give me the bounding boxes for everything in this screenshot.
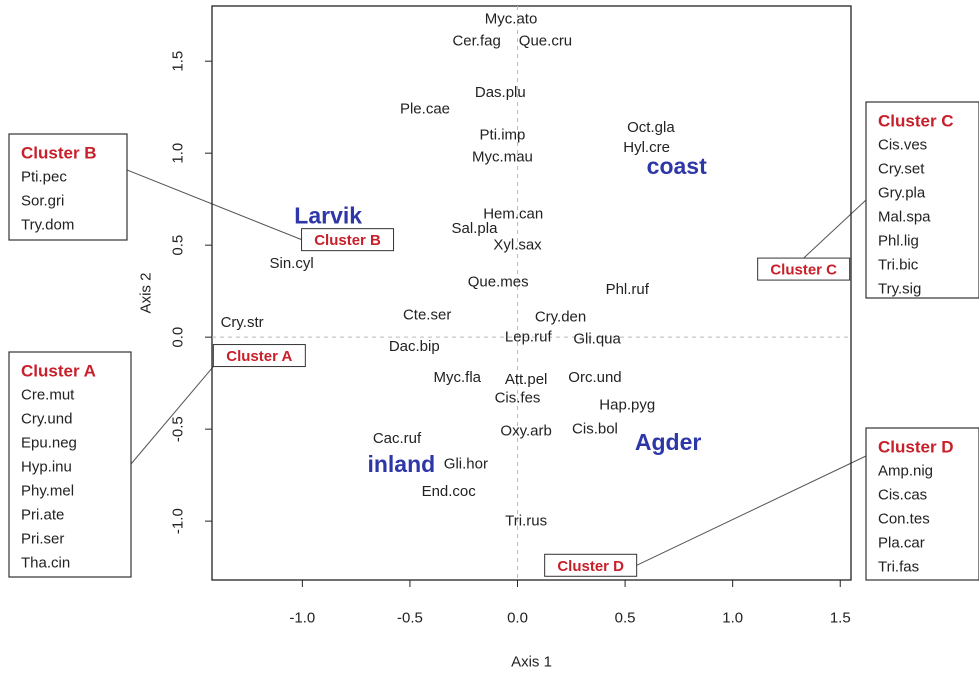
y-tick-label: -0.5 [170, 416, 187, 442]
cluster-legend-box [8, 351, 132, 578]
x-tick-label: 0.5 [615, 610, 636, 627]
x-tick-label: 1.5 [830, 610, 851, 627]
species-label: Orc.und [568, 369, 621, 386]
x-tick-label: -0.5 [397, 610, 423, 627]
cluster-tag-box [757, 257, 851, 281]
species-label: Cis.fes [495, 389, 541, 406]
cluster-member-label: Phl.lig [878, 233, 919, 250]
cluster-member-label: Pri.ate [21, 507, 64, 524]
cluster-member-label: Tha.cin [21, 555, 70, 572]
species-label: Lep.ruf [505, 329, 553, 346]
species-label: Cer.fag [452, 32, 500, 49]
cluster-connector [803, 199, 867, 259]
cluster-member-label: Cre.mut [21, 387, 75, 404]
cluster-legend-title: Cluster A [21, 362, 96, 381]
cluster-connector [126, 169, 302, 241]
species-label: Phl.ruf [606, 281, 650, 298]
species-label: Hem.can [483, 205, 543, 222]
species-label: Que.cru [519, 32, 572, 49]
cluster-connector [636, 455, 867, 566]
species-label: Pti.imp [480, 126, 526, 143]
y-tick-label: -1.0 [170, 508, 187, 534]
species-label: Cry.den [535, 308, 586, 325]
x-tick-label: 0.0 [507, 610, 528, 627]
y-tick-label: 1.0 [170, 143, 187, 164]
species-label: Oxy.arb [500, 422, 551, 439]
cluster-member-label: Cis.ves [878, 137, 927, 154]
cluster-member-label: Amp.nig [878, 463, 933, 480]
cluster-member-label: Con.tes [878, 511, 930, 528]
cluster-member-label: Tri.fas [878, 559, 919, 576]
cluster-tag-label: Cluster B [314, 232, 381, 249]
species-label: Cry.str [221, 314, 264, 331]
species-label: Att.pel [505, 371, 548, 388]
plot-frame [211, 5, 852, 581]
cluster-member-label: Gry.pla [878, 185, 926, 202]
species-label: Xyl.sax [493, 237, 542, 254]
region-label: Agder [635, 429, 702, 455]
cluster-legend-box [865, 427, 979, 581]
cluster-member-label: Phy.mel [21, 483, 74, 500]
species-label: End.coc [422, 483, 477, 500]
y-tick-label: 0.5 [170, 235, 187, 256]
cluster-legend-box [865, 101, 979, 299]
x-axis-title: Axis 1 [511, 654, 552, 671]
cluster-tag-box [544, 553, 638, 577]
species-label: Myc.ato [485, 10, 538, 27]
cluster-member-label: Cry.und [21, 411, 72, 428]
cluster-tag-box [301, 228, 395, 252]
region-label: inland [367, 451, 435, 477]
cluster-member-label: Cry.set [878, 161, 925, 178]
x-tick-label: -1.0 [289, 610, 315, 627]
species-label: Cis.bol [572, 421, 618, 438]
species-label: Gli.qua [573, 330, 621, 347]
cluster-member-label: Try.dom [21, 217, 74, 234]
cluster-connector [130, 366, 214, 465]
species-label: Ple.cae [400, 101, 450, 118]
cluster-member-label: Mal.spa [878, 209, 931, 226]
y-tick-label: 1.5 [170, 51, 187, 72]
y-axis-title: Axis 2 [138, 273, 155, 314]
x-tick-label: 1.0 [722, 610, 743, 627]
cluster-member-label: Pri.ser [21, 531, 64, 548]
species-label: Hyl.cre [623, 139, 670, 156]
cluster-member-label: Try.sig [878, 281, 921, 298]
cluster-member-label: Pti.pec [21, 169, 67, 186]
cluster-member-label: Tri.bic [878, 257, 919, 274]
cluster-member-label: Pla.car [878, 535, 925, 552]
cluster-tag-label: Cluster A [226, 348, 292, 365]
cluster-member-label: Cis.cas [878, 487, 927, 504]
cluster-legend-title: Cluster C [878, 112, 954, 131]
cluster-legend-title: Cluster B [21, 144, 97, 163]
species-label: Dac.bip [389, 338, 440, 355]
cluster-legend-box [8, 133, 128, 241]
species-label: Tri.rus [505, 513, 547, 530]
species-label: Das.plu [475, 84, 526, 101]
cluster-tag-label: Cluster C [770, 262, 837, 279]
cluster-member-label: Sor.gri [21, 193, 64, 210]
species-label: Myc.fla [434, 369, 482, 386]
species-label: Sin.cyl [270, 255, 314, 272]
cluster-tag-label: Cluster D [557, 558, 624, 575]
cluster-member-label: Epu.neg [21, 435, 77, 452]
cluster-member-label: Hyp.inu [21, 459, 72, 476]
species-label: Cte.ser [403, 307, 451, 324]
species-label: Cac.ruf [373, 430, 422, 447]
species-label: Gli.hor [444, 456, 488, 473]
region-label: coast [647, 153, 707, 179]
species-label: Que.mes [468, 273, 529, 290]
species-label: Hap.pyg [599, 397, 655, 414]
species-label: Oct.gla [627, 119, 675, 136]
y-tick-label: 0.0 [170, 327, 187, 348]
species-label: Myc.mau [472, 148, 533, 165]
cluster-tag-box [212, 344, 306, 368]
cluster-legend-title: Cluster D [878, 438, 954, 457]
region-label: Larvik [294, 203, 362, 229]
species-label: Sal.pla [452, 220, 499, 237]
